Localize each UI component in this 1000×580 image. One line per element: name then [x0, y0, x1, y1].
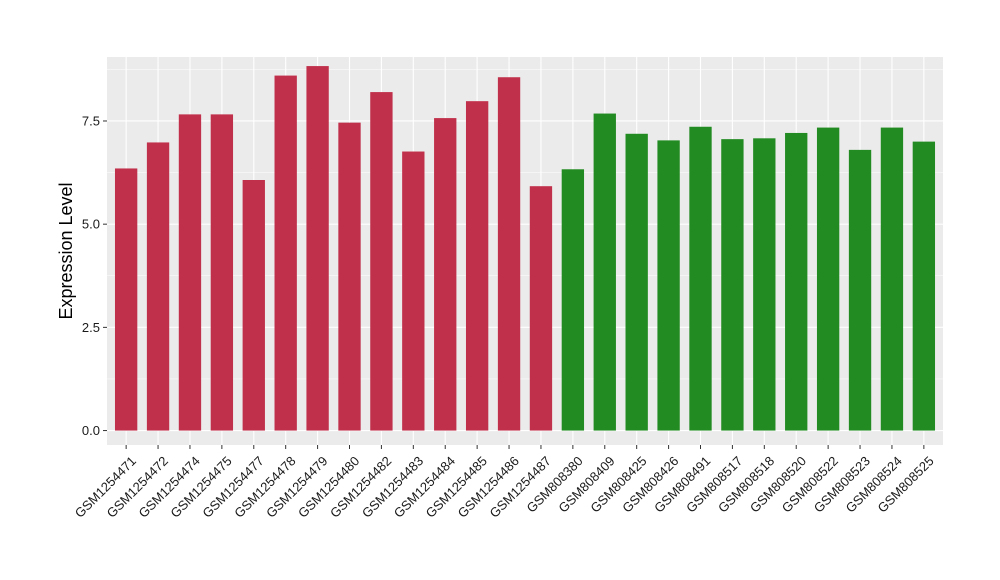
x-axis: GSM1254471GSM1254472GSM1254474GSM1254475…	[72, 445, 937, 521]
bar-GSM1254475	[210, 114, 234, 431]
bar-GSM808520	[785, 132, 808, 431]
bar-GSM1254484	[434, 118, 457, 431]
bar-GSM1254472	[146, 142, 170, 431]
bar-GSM808525	[912, 141, 936, 431]
bar-GSM1254474	[178, 114, 202, 431]
bar-GSM1254483	[402, 151, 425, 431]
bar-GSM808491	[689, 126, 712, 431]
y-tick-label: 7.5	[82, 113, 100, 128]
y-axis: 0.0 2.5 5.0 7.5	[82, 113, 107, 438]
bars	[114, 66, 936, 431]
y-tick-label: 0.0	[82, 423, 100, 438]
bar-GSM808380	[561, 169, 585, 431]
bar-GSM1254478	[274, 75, 297, 431]
bar-GSM1254482	[370, 92, 393, 431]
bar-GSM808524	[880, 127, 904, 431]
bar-GSM1254485	[465, 101, 489, 431]
bar-GSM808522	[816, 127, 840, 431]
bar-GSM808426	[657, 140, 680, 431]
bar-GSM808425	[625, 133, 648, 431]
bar-GSM808523	[848, 149, 872, 431]
bar-GSM1254486	[497, 77, 521, 431]
y-tick-label: 5.0	[82, 217, 100, 232]
bar-GSM1254479	[306, 66, 329, 431]
y-axis-title: Expression Level	[56, 182, 76, 319]
y-tick-label: 2.5	[82, 320, 100, 335]
bar-GSM808518	[753, 138, 776, 431]
bar-GSM1254471	[114, 168, 138, 431]
bar-GSM1254477	[242, 180, 265, 431]
bar-GSM1254487	[529, 186, 553, 431]
bar-GSM808409	[593, 113, 616, 431]
bar-GSM808517	[721, 139, 744, 431]
bar-GSM1254480	[338, 122, 361, 431]
